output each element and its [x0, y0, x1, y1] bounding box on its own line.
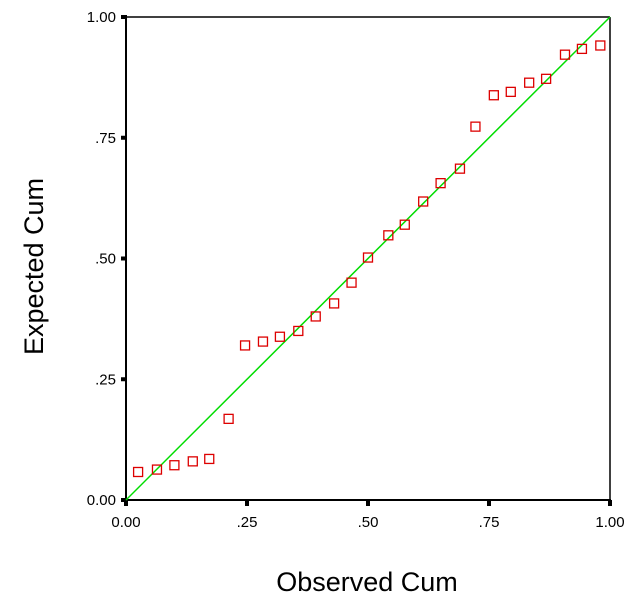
- data-point: [132, 466, 144, 478]
- y-tick-label: .25: [95, 371, 116, 388]
- data-point: [204, 453, 215, 465]
- data-point: [470, 121, 481, 132]
- data-point: [223, 413, 234, 425]
- reference-line: [125, 16, 611, 501]
- data-point: [187, 456, 198, 467]
- y-tick-mark: [121, 135, 126, 140]
- x-tick-mark: [608, 500, 612, 506]
- data-point: [383, 230, 394, 241]
- data-point: [488, 90, 499, 101]
- x-axis-label: Observed Cum: [276, 567, 458, 597]
- y-tick-label: 1.00: [87, 9, 116, 26]
- y-tick-mark: [121, 498, 126, 502]
- data-point: [454, 163, 466, 174]
- y-tick-mark: [121, 15, 126, 19]
- data-point: [239, 340, 251, 351]
- x-tick-label: .75: [479, 514, 500, 531]
- y-tick-label: .75: [95, 130, 116, 147]
- data-point: [328, 298, 340, 309]
- data-point: [151, 464, 163, 475]
- data-point: [559, 49, 571, 60]
- y-tick-label: .50: [95, 251, 116, 268]
- data-point: [362, 252, 374, 263]
- data-point: [293, 325, 304, 337]
- y-tick-mark: [121, 377, 126, 382]
- data-point: [399, 219, 410, 230]
- data-point: [346, 277, 357, 288]
- y-tick-mark: [121, 256, 126, 261]
- data-point: [418, 196, 429, 207]
- data-point: [595, 40, 606, 51]
- x-tick-label: .50: [358, 514, 379, 531]
- data-point: [274, 331, 286, 342]
- x-tick-mark: [487, 500, 491, 506]
- data-point: [540, 73, 552, 84]
- data-point: [576, 43, 588, 55]
- data-point: [310, 311, 321, 322]
- data-point: [257, 336, 269, 347]
- x-tick-label: .25: [237, 514, 258, 531]
- x-axis-ticks: 0.00 .25 .50 .75 1.00: [111, 500, 625, 531]
- data-point: [505, 86, 516, 98]
- x-tick-mark: [366, 500, 370, 506]
- data-point: [169, 460, 180, 471]
- data-point: [524, 77, 535, 88]
- data-points: [132, 40, 606, 478]
- y-axis-label: Expected Cum: [19, 178, 49, 355]
- y-tick-label: 0.00: [87, 492, 116, 509]
- data-point: [435, 178, 446, 189]
- x-tick-label: 1.00: [595, 514, 624, 531]
- x-tick-mark: [245, 500, 249, 506]
- x-tick-mark: [124, 500, 128, 506]
- x-tick-label: 0.00: [111, 514, 140, 531]
- y-axis-ticks: 0.00 .25 .50 .75 1.00: [87, 9, 126, 509]
